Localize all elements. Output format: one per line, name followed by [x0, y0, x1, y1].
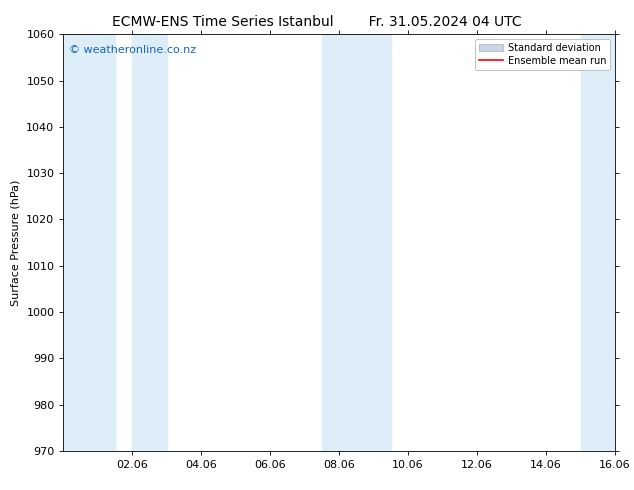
Text: © weatheronline.co.nz: © weatheronline.co.nz — [69, 45, 196, 55]
Text: ECMW-ENS Time Series Istanbul        Fr. 31.05.2024 04 UTC: ECMW-ENS Time Series Istanbul Fr. 31.05.… — [112, 15, 522, 29]
Bar — [133, 34, 167, 451]
Legend: Standard deviation, Ensemble mean run: Standard deviation, Ensemble mean run — [475, 39, 610, 70]
Bar — [581, 34, 615, 451]
Y-axis label: Surface Pressure (hPa): Surface Pressure (hPa) — [11, 179, 21, 306]
Bar — [63, 34, 115, 451]
Bar — [322, 34, 391, 451]
